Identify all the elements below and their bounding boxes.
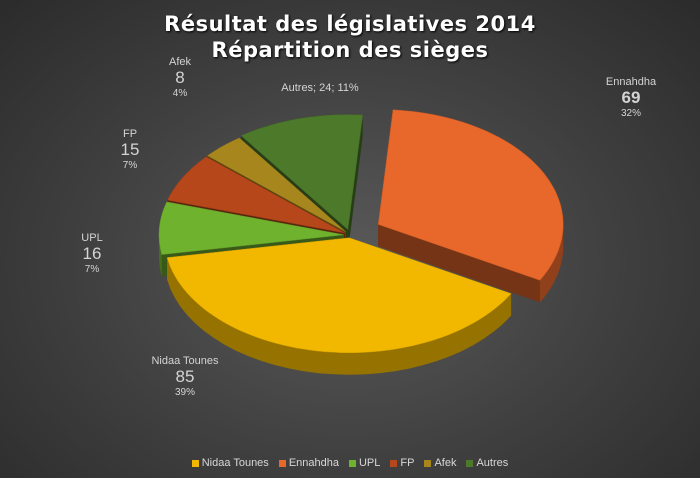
data-label-ennahdha: Ennahdha 69 32% (596, 76, 666, 119)
data-label-upl-name: UPL (81, 232, 103, 244)
data-label-fp-value: 15 (120, 140, 140, 159)
legend-item-upl: UPL (348, 457, 381, 469)
pie-slice-afek (206, 137, 347, 233)
chart-title-line1: Résultat des législatives 2014 (164, 12, 536, 36)
data-label-upl-value: 16 (82, 244, 102, 263)
data-label-upl-percent: 7% (84, 264, 100, 275)
data-label-fp-percent: 7% (122, 160, 138, 171)
pie-slice-upl (158, 201, 345, 255)
legend-swatch (390, 459, 398, 467)
data-label-upl: UPL 16 7% (72, 232, 112, 275)
pie-slice-autres (240, 114, 363, 231)
data-label-nidaa-value: 85 (175, 367, 195, 386)
pie-slice-fp (167, 156, 345, 234)
data-label-ennahdha-name: Ennahdha (605, 76, 657, 88)
legend-swatch (191, 459, 199, 467)
data-label-nidaa-name: Nidaa Tounes (151, 355, 219, 367)
legend-item-ennahdha: Ennahdha (278, 457, 339, 469)
data-label-afek-value: 8 (175, 68, 185, 87)
data-label-nidaa-percent: 39% (174, 387, 195, 398)
data-label-ennahdha-value: 69 (621, 88, 641, 107)
data-label-ennahdha-percent: 32% (620, 108, 641, 119)
data-label-afek-name: Afek (168, 56, 191, 68)
pie-slice-face-autres (347, 114, 363, 252)
legend-label: Nidaa Tounes (201, 457, 269, 469)
legend-item-nidaa-tounes: Nidaa Tounes (191, 457, 269, 469)
legend-item-afek: Afek (424, 457, 456, 469)
legend-label: Autres (476, 457, 509, 469)
pie-slice-side-ennahdha (539, 224, 564, 303)
data-label-afek-percent: 4% (172, 88, 188, 99)
legend-label: Afek (434, 457, 457, 469)
pie-slice-ennahdha (377, 109, 564, 281)
legend-swatch (278, 459, 286, 467)
data-label-nidaa-tounes: Nidaa Tounes 85 39% (145, 355, 225, 398)
data-label-afek: Afek 8 4% (160, 56, 200, 99)
legend-label: FP (400, 457, 415, 469)
chart-title-line2: Répartition des sièges (211, 38, 489, 62)
legend-swatch (424, 459, 432, 467)
data-label-autres: Autres; 24; 11% (281, 82, 359, 94)
chart-legend: Nidaa Tounes Ennahdha UPL FP Afek Autres (0, 457, 700, 469)
legend-label: Ennahdha (288, 457, 339, 469)
legend-label: UPL (358, 457, 381, 469)
data-label-fp-name: FP (122, 128, 138, 140)
data-label-fp: FP 15 7% (110, 128, 150, 171)
pie-slice-nidaa-tounes (166, 237, 512, 354)
legend-item-fp: FP (390, 457, 414, 469)
legend-swatch (466, 459, 474, 467)
legend-item-autres: Autres (466, 457, 508, 469)
pie-slice-side-nidaa-tounes (167, 257, 512, 375)
legend-swatch (348, 459, 356, 467)
pie-slice-face-ennahdha (378, 224, 540, 303)
